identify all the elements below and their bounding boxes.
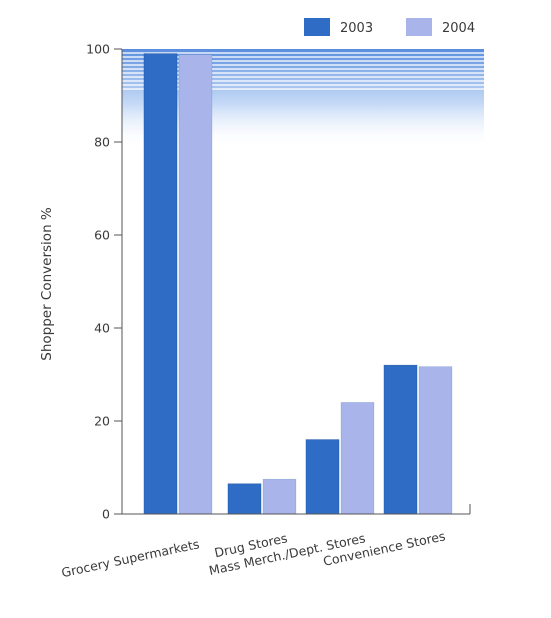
- bar-2004-0: [178, 54, 213, 515]
- y-tick-label: 100: [86, 42, 110, 57]
- category-label: Grocery Supermarkets: [60, 536, 201, 580]
- bar-2003-2: [305, 439, 340, 515]
- legend-swatch-2003: [304, 18, 330, 36]
- legend-label-2004: 2004: [442, 21, 475, 36]
- bar-2004-1: [262, 478, 297, 515]
- y-tick-label: 80: [94, 135, 110, 150]
- legend: 2003 2004: [304, 18, 475, 36]
- bars-layer: [143, 53, 453, 515]
- bar-2003-0: [143, 53, 178, 515]
- y-axis-title: Shopper Conversion %: [39, 207, 55, 361]
- y-tick-label: 20: [94, 414, 110, 429]
- legend-swatch-2004: [406, 18, 432, 36]
- bar-2004-3: [418, 366, 453, 515]
- y-tick-label: 0: [102, 507, 110, 522]
- y-tick-label: 40: [94, 321, 110, 336]
- bar-2004-2: [340, 402, 375, 515]
- bar-2003-3: [383, 364, 418, 515]
- y-tick-label: 60: [94, 228, 110, 243]
- legend-label-2003: 2003: [340, 21, 373, 36]
- axes-layer: [114, 48, 471, 515]
- bar-2003-1: [227, 483, 262, 515]
